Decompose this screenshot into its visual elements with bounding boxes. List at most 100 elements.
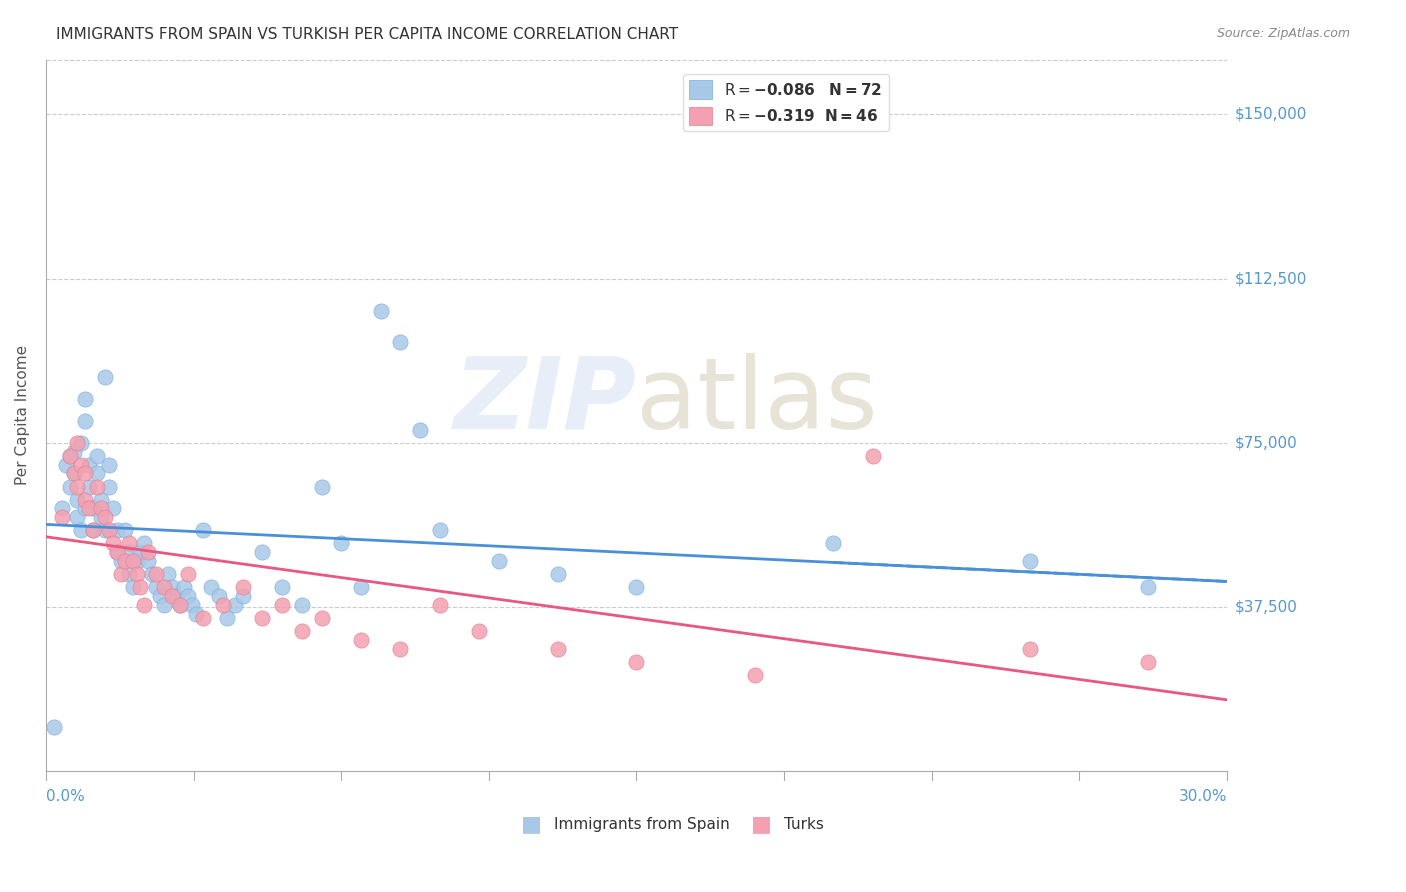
- Point: [215, 611, 238, 625]
- Point: [184, 607, 207, 621]
- Point: [271, 580, 294, 594]
- Point: [58, 449, 80, 463]
- Point: [66, 479, 89, 493]
- Point: [114, 554, 136, 568]
- Point: [117, 567, 139, 582]
- Point: [160, 580, 183, 594]
- Point: [350, 632, 373, 647]
- Text: ■: ■: [522, 814, 541, 834]
- Point: [117, 536, 139, 550]
- Point: [862, 449, 884, 463]
- Point: [51, 501, 73, 516]
- Point: [1137, 580, 1160, 594]
- Point: [488, 554, 510, 568]
- Point: [232, 580, 254, 594]
- Text: 0.0%: 0.0%: [46, 789, 84, 804]
- Point: [626, 580, 648, 594]
- Point: [193, 611, 215, 625]
- Point: [105, 545, 128, 559]
- Point: [101, 501, 124, 516]
- Point: [77, 458, 100, 472]
- Point: [547, 567, 569, 582]
- Point: [90, 501, 112, 516]
- Text: ■: ■: [751, 814, 772, 834]
- Point: [86, 449, 108, 463]
- Point: [1137, 655, 1160, 669]
- Point: [429, 524, 451, 538]
- Point: [145, 580, 167, 594]
- Point: [82, 524, 104, 538]
- Point: [136, 554, 159, 568]
- Point: [165, 589, 187, 603]
- Point: [86, 479, 108, 493]
- Point: [125, 554, 148, 568]
- Point: [66, 510, 89, 524]
- Text: $150,000: $150,000: [1234, 107, 1308, 122]
- Text: Source: ZipAtlas.com: Source: ZipAtlas.com: [1216, 27, 1350, 40]
- Point: [82, 524, 104, 538]
- Point: [105, 545, 128, 559]
- Point: [58, 449, 80, 463]
- Point: [114, 524, 136, 538]
- Point: [94, 510, 117, 524]
- Point: [125, 567, 148, 582]
- Point: [101, 536, 124, 550]
- Point: [55, 458, 77, 472]
- Text: 30.0%: 30.0%: [1178, 789, 1227, 804]
- Point: [1019, 641, 1042, 656]
- Point: [153, 598, 176, 612]
- Point: [212, 598, 235, 612]
- Point: [66, 435, 89, 450]
- Point: [94, 524, 117, 538]
- Point: [75, 501, 97, 516]
- Point: [129, 580, 152, 594]
- Point: [547, 641, 569, 656]
- Point: [224, 598, 246, 612]
- Point: [77, 479, 100, 493]
- Point: [75, 492, 97, 507]
- Point: [66, 492, 89, 507]
- Point: [105, 524, 128, 538]
- Point: [62, 444, 84, 458]
- Point: [97, 524, 120, 538]
- Point: [180, 598, 202, 612]
- Text: Turks: Turks: [785, 817, 824, 832]
- Point: [117, 545, 139, 559]
- Point: [153, 580, 176, 594]
- Point: [1019, 554, 1042, 568]
- Point: [110, 567, 132, 582]
- Point: [134, 536, 156, 550]
- Point: [271, 598, 294, 612]
- Point: [169, 598, 191, 612]
- Text: $112,500: $112,500: [1234, 271, 1308, 286]
- Point: [626, 655, 648, 669]
- Point: [90, 510, 112, 524]
- Point: [70, 524, 93, 538]
- Point: [156, 567, 179, 582]
- Point: [82, 501, 104, 516]
- Point: [173, 580, 195, 594]
- Point: [370, 304, 392, 318]
- Point: [75, 467, 97, 481]
- Text: ZIP: ZIP: [454, 352, 637, 450]
- Point: [409, 423, 432, 437]
- Point: [110, 554, 132, 568]
- Text: atlas: atlas: [637, 352, 879, 450]
- Point: [823, 536, 845, 550]
- Point: [389, 641, 412, 656]
- Point: [291, 598, 314, 612]
- Point: [121, 554, 143, 568]
- Y-axis label: Per Capita Income: Per Capita Income: [15, 345, 30, 485]
- Point: [121, 580, 143, 594]
- Point: [350, 580, 373, 594]
- Point: [42, 720, 65, 734]
- Point: [160, 589, 183, 603]
- Point: [429, 598, 451, 612]
- Point: [208, 589, 231, 603]
- Point: [176, 567, 198, 582]
- Point: [149, 589, 172, 603]
- Point: [193, 524, 215, 538]
- Point: [252, 611, 274, 625]
- Point: [86, 467, 108, 481]
- Point: [134, 598, 156, 612]
